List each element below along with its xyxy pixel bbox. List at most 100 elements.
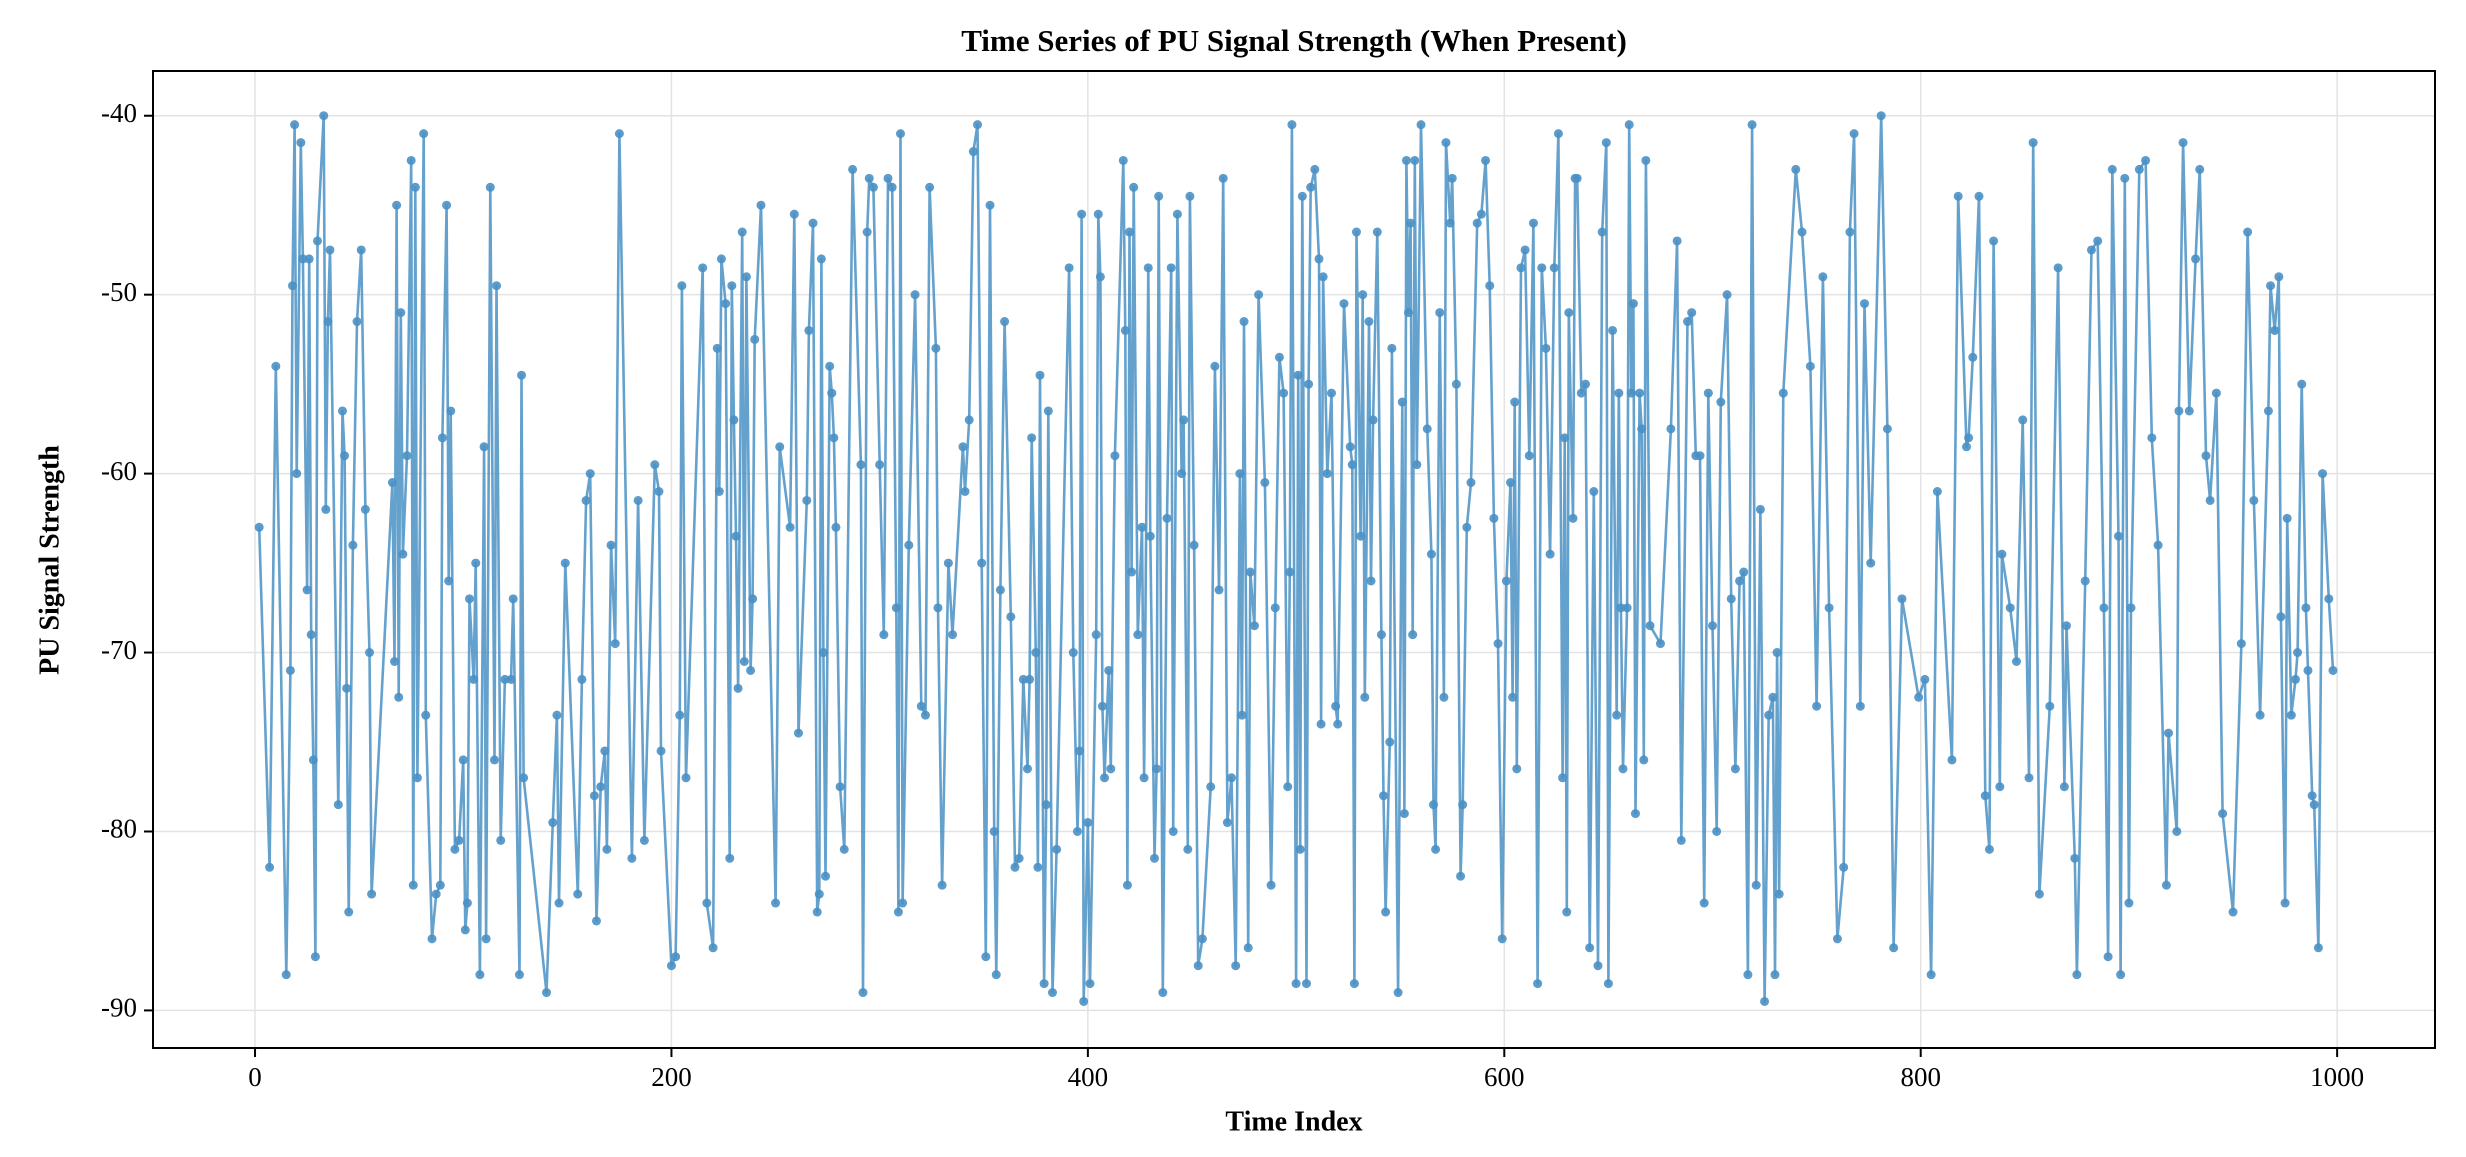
- data-point: [2011, 656, 2021, 666]
- data-point: [1052, 844, 1062, 854]
- data-point: [1039, 979, 1049, 989]
- data-point: [2276, 612, 2286, 622]
- data-point: [446, 406, 456, 416]
- data-point: [716, 254, 726, 264]
- data-point: [2099, 603, 2109, 613]
- data-point: [981, 952, 991, 962]
- data-point: [2236, 639, 2246, 649]
- data-point: [2290, 674, 2300, 684]
- data-point: [458, 755, 468, 765]
- data-point: [1185, 191, 1195, 201]
- data-point: [1510, 397, 1520, 407]
- data-point: [1095, 272, 1105, 282]
- data-point: [517, 370, 527, 380]
- data-point: [925, 182, 935, 192]
- data-point: [1356, 531, 1366, 541]
- data-point: [306, 630, 316, 640]
- data-point: [1106, 764, 1116, 774]
- data-point: [471, 558, 481, 568]
- data-point: [514, 970, 524, 980]
- data-point: [1306, 182, 1316, 192]
- data-point: [444, 576, 454, 586]
- data-point: [1077, 209, 1087, 219]
- data-point: [1980, 791, 1990, 801]
- data-point: [1560, 433, 1570, 443]
- data-point: [1145, 531, 1155, 541]
- data-point: [977, 558, 987, 568]
- data-point: [746, 665, 756, 675]
- data-point: [858, 988, 868, 998]
- data-point: [1399, 809, 1409, 819]
- data-point: [2116, 970, 2126, 980]
- data-point: [1687, 308, 1697, 318]
- data-point: [1493, 639, 1503, 649]
- data-point: [1645, 621, 1655, 631]
- data-point: [2249, 495, 2259, 505]
- data-point: [2103, 952, 2113, 962]
- y-tick-label: -90: [101, 993, 137, 1023]
- data-point: [639, 835, 649, 845]
- data-point: [319, 111, 329, 121]
- data-point: [802, 495, 812, 505]
- data-point: [435, 880, 445, 890]
- data-point: [1154, 191, 1164, 201]
- data-point: [281, 970, 291, 980]
- data-point: [454, 835, 464, 845]
- data-point: [1022, 764, 1032, 774]
- data-point: [985, 200, 995, 210]
- data-point: [392, 200, 402, 210]
- data-point: [910, 290, 920, 300]
- data-point: [1635, 388, 1645, 398]
- data-point: [1589, 487, 1599, 497]
- data-point: [1489, 513, 1499, 523]
- data-point: [1235, 469, 1245, 479]
- data-point: [1158, 988, 1168, 998]
- data-point: [2059, 782, 2069, 792]
- data-point: [1964, 433, 1974, 443]
- data-point: [2293, 648, 2303, 658]
- data-point: [1676, 835, 1686, 845]
- data-point: [2126, 603, 2136, 613]
- data-point: [2134, 164, 2144, 174]
- data-point: [298, 254, 308, 264]
- data-point: [321, 504, 331, 514]
- data-point: [1456, 871, 1466, 881]
- data-point: [702, 898, 712, 908]
- data-point: [1339, 299, 1349, 309]
- data-point: [2184, 406, 2194, 416]
- data-point: [1385, 737, 1395, 747]
- data-point: [1712, 826, 1722, 836]
- data-point: [712, 343, 722, 353]
- data-point: [1962, 442, 1972, 452]
- data-point: [560, 558, 570, 568]
- data-point: [812, 907, 822, 917]
- data-point: [1897, 594, 1907, 604]
- data-point: [1472, 218, 1482, 228]
- data-point: [920, 710, 930, 720]
- data-point: [1743, 970, 1753, 980]
- data-point: [1295, 844, 1305, 854]
- data-point: [681, 773, 691, 783]
- data-point: [356, 245, 366, 255]
- data-point: [2324, 594, 2334, 604]
- data-point: [548, 818, 558, 828]
- y-tick-label: -80: [101, 814, 137, 844]
- data-point: [554, 898, 564, 908]
- data-point: [1920, 674, 1930, 684]
- data-point: [1104, 665, 1114, 675]
- data-point: [323, 317, 333, 327]
- data-point: [1639, 755, 1649, 765]
- data-point: [1889, 943, 1899, 953]
- data-point: [1293, 370, 1303, 380]
- data-point: [1549, 263, 1559, 273]
- data-point: [1310, 164, 1320, 174]
- y-tick-label: -70: [101, 635, 137, 665]
- data-point: [793, 728, 803, 738]
- data-point: [1245, 567, 1255, 577]
- data-point: [1218, 173, 1228, 183]
- data-point: [666, 961, 676, 971]
- data-point: [1266, 880, 1276, 890]
- data-point: [367, 889, 377, 899]
- data-point: [1301, 979, 1311, 989]
- data-point: [1372, 227, 1382, 237]
